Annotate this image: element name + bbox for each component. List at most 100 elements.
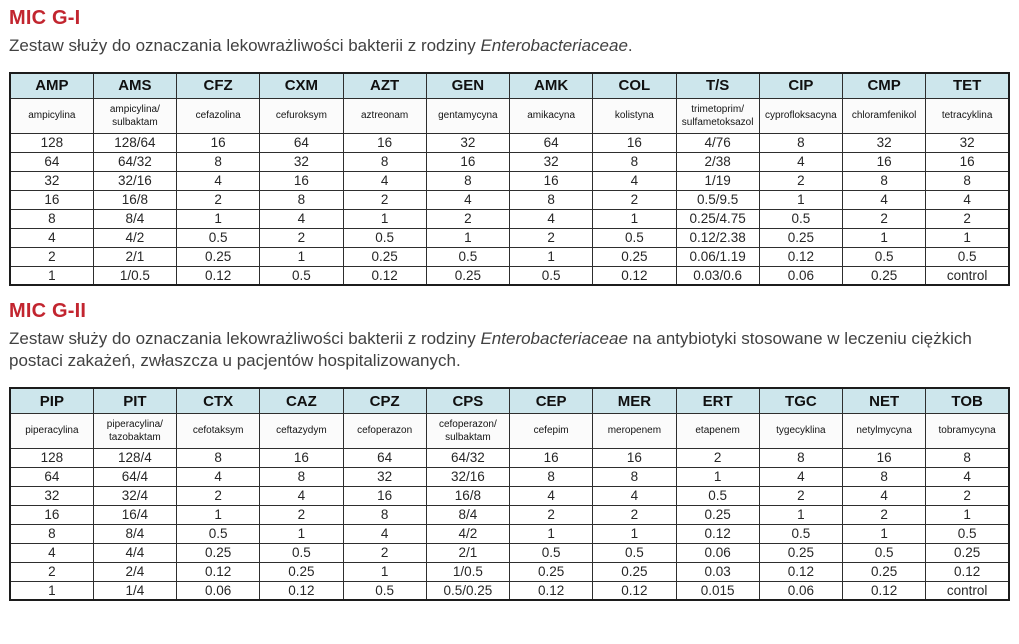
cell-value: 4/2: [92, 227, 178, 248]
cell-value: 4: [925, 466, 1010, 487]
cell-value: 0.12: [675, 523, 760, 544]
cell-value: 0.25: [592, 561, 677, 582]
column-drug-name: ceftazydym: [259, 412, 344, 449]
cell-value: 64: [508, 132, 594, 153]
cell-value: 1: [342, 561, 427, 582]
cell-value: 0.5: [259, 542, 344, 563]
column-drug-name: tobramycyna: [925, 412, 1010, 449]
cell-value: 8: [592, 466, 677, 487]
cell-value: 4/76: [675, 132, 760, 153]
table-row: 1 1/4 0.06 0.12 0.5 0.5/0.25 0.12 0.12 0.015 0.06…: [9, 580, 1010, 601]
cell-value: 8: [175, 151, 261, 172]
table-row: 2 2/1 0.25 1 0.25 0.5 1 0.25 0.06/1.19 0.12 0.5 0.5: [9, 246, 1010, 267]
cell-value: 32: [9, 170, 94, 191]
cell-value: 16: [425, 151, 511, 172]
column-drug-name: cefoperazon/​sulbaktam: [425, 412, 511, 449]
cell-value: 0.5: [175, 227, 261, 248]
cell-value: 2: [9, 561, 94, 582]
column-abbr-cip: CIP: [758, 72, 844, 99]
description-text: .: [627, 36, 633, 55]
table-row: 16 16/4 1 2 8 8/4 2 2 0.25 1 2 1: [9, 504, 1010, 525]
cell-value: 2: [175, 189, 261, 210]
column-drug-name: netylmycyna: [841, 412, 927, 449]
cell-value: 0.03/0.6: [675, 265, 760, 286]
cell-value: 0.015: [675, 580, 760, 601]
cell-value: 2: [175, 485, 261, 506]
column-abbr-col: COL: [592, 72, 677, 99]
cell-value: 0.5: [425, 246, 511, 267]
cell-value: 2: [508, 227, 594, 248]
section-mic-g2: MIC G-II Zestaw służy do oznaczania leko…: [9, 300, 1010, 602]
cell-value: 16: [508, 447, 594, 468]
cell-value: 0.5: [841, 542, 927, 563]
cell-value: 0.25: [675, 504, 760, 525]
cell-value: 8: [342, 504, 427, 525]
cell-value: 0.5/0.25: [425, 580, 511, 601]
cell-value: 2: [841, 504, 927, 525]
cell-value: 1: [9, 580, 94, 601]
cell-value: 4: [175, 170, 261, 191]
column-drug-name: cefazolina: [175, 97, 261, 134]
cell-value: 8: [841, 170, 927, 191]
mic-table-g2: PIP PIT CTX CAZ CPZ CPS CEP MER ERT TGC NET TOB pipe…: [9, 387, 1010, 602]
column-abbr-pit: PIT: [92, 387, 178, 414]
cell-value: 4/4: [92, 542, 178, 563]
column-drug-name: cefotaksym: [175, 412, 261, 449]
cell-value: 2: [925, 208, 1010, 229]
table-row: 8 8/4 0.5 1 4 4/2 1 1 0.12 0.5 1 0.5: [9, 523, 1010, 544]
column-abbr-amk: AMK: [508, 72, 594, 99]
cell-value: 0.25: [925, 542, 1010, 563]
column-drug-name: meropenem: [592, 412, 677, 449]
cell-value: 128/64: [92, 132, 178, 153]
cell-value: 16: [259, 447, 344, 468]
cell-value: 0.25: [592, 246, 677, 267]
table-row: 16 16/8 2 8 2 4 8 2 0.5/9.5 1 4 4: [9, 189, 1010, 210]
cell-value: 8: [425, 170, 511, 191]
cell-value: 0.12: [592, 265, 677, 286]
cell-value: 0.12/2.38: [675, 227, 760, 248]
column-drug-name: cyprofloksacyna: [758, 97, 844, 134]
cell-value: 0.12: [592, 580, 677, 601]
cell-value: 2: [508, 504, 594, 525]
table-row: 4 4/4 0.25 0.5 2 2/1 0.5 0.5 0.06 0.25 0.5 0.25: [9, 542, 1010, 563]
cell-value: 32: [259, 151, 344, 172]
cell-value: 2: [9, 246, 94, 267]
column-abbr-cfz: CFZ: [175, 72, 261, 99]
cell-value: 4: [342, 170, 427, 191]
cell-value: 16: [841, 151, 927, 172]
mic-table-g1: AMP AMS CFZ CXM AZT GEN AMK COL T/S CIP CMP TET ampi…: [9, 72, 1010, 287]
cell-value: 8: [925, 447, 1010, 468]
cell-value: 4: [9, 542, 94, 563]
cell-value: 0.12: [259, 580, 344, 601]
cell-value: 8: [758, 132, 844, 153]
cell-value: 32: [342, 466, 427, 487]
cell-value: 0.5: [342, 580, 427, 601]
cell-value: 0.25: [758, 227, 844, 248]
description-text: Zestaw służy do oznaczania lekowrażliwoś…: [9, 36, 481, 55]
cell-value: 1: [9, 265, 94, 286]
cell-value: 8: [259, 466, 344, 487]
cell-value: 8: [175, 447, 261, 468]
cell-value: 4: [9, 227, 94, 248]
cell-value: 0.12: [342, 265, 427, 286]
cell-value: 1: [758, 504, 844, 525]
column-abbr-cpz: CPZ: [342, 387, 427, 414]
column-drug-name: tetracyklina: [925, 97, 1010, 134]
cell-value: 128: [9, 447, 94, 468]
cell-value: 1: [925, 504, 1010, 525]
cell-value: 2/4: [92, 561, 178, 582]
column-abbr-cps: CPS: [425, 387, 511, 414]
cell-value: 16: [592, 447, 677, 468]
cell-value: 4/2: [425, 523, 511, 544]
cell-value: 1: [675, 466, 760, 487]
table-row: 128 128/4 8 16 64 64/32 16 16 2 8 16 8: [9, 447, 1010, 468]
section-title-mic-g2: MIC G-II: [9, 300, 87, 323]
column-drug-name: cefepim: [508, 412, 594, 449]
cell-value: 16: [175, 132, 261, 153]
column-drug-name: ampicylina/​sulbaktam: [92, 97, 178, 134]
column-abbr-tet: TET: [925, 72, 1010, 99]
cell-value: 2/1: [425, 542, 511, 563]
cell-value: 64/4: [92, 466, 178, 487]
cell-value: 0.5: [342, 227, 427, 248]
section-mic-g1: MIC G-I Zestaw służy do oznaczania lekow…: [9, 8, 1010, 287]
